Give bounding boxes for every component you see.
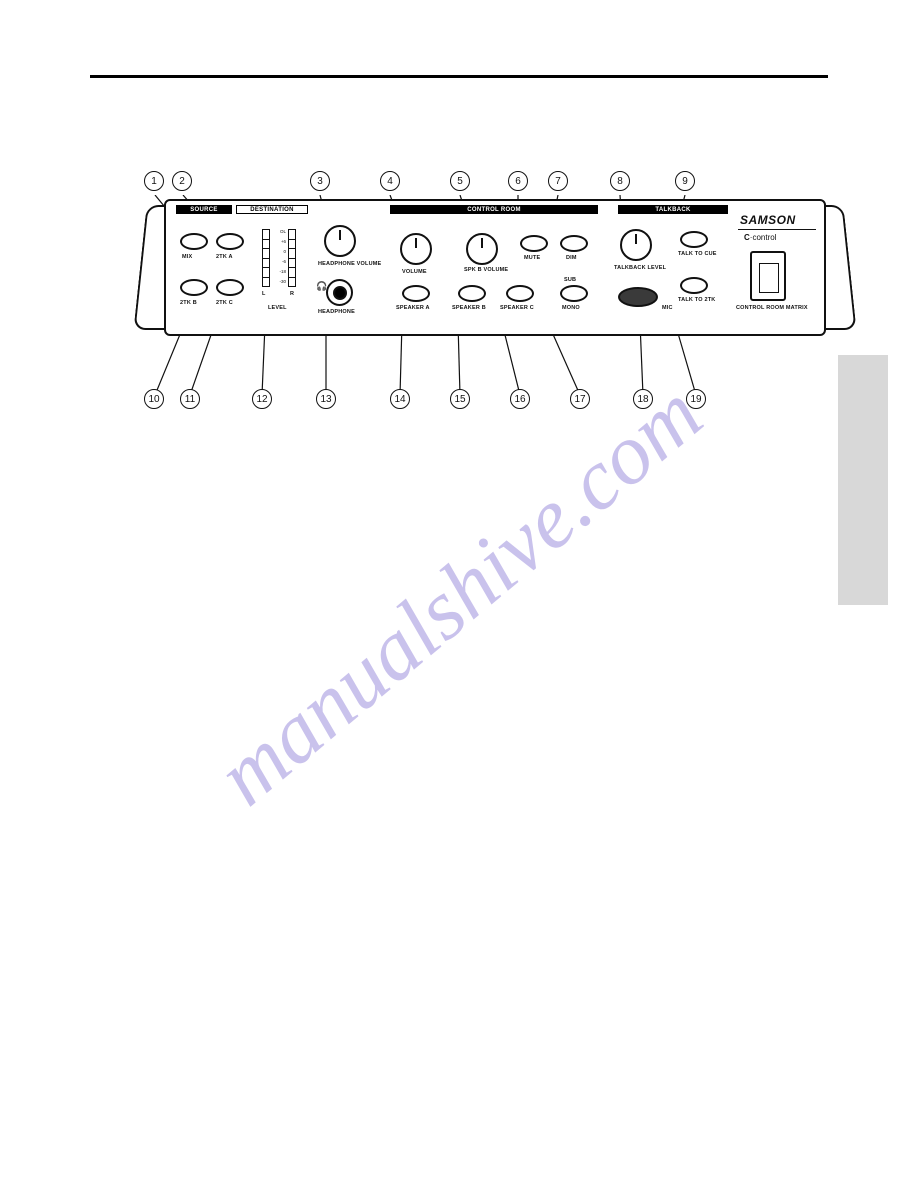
spk-b-volume-label: SPK B VOLUME (464, 267, 504, 274)
meter-r: R (290, 291, 294, 297)
speaker-a-label: SPEAKER A (396, 305, 430, 311)
mono-label: MONO (562, 305, 580, 311)
callout-7: 7 (548, 171, 568, 191)
page-side-tab (838, 355, 888, 605)
dim-button[interactable] (560, 235, 588, 252)
talkback-level-knob[interactable] (620, 229, 652, 261)
front-panel: SOURCE DESTINATION CONTROL ROOM TALKBACK… (170, 205, 820, 329)
callout-1: 1 (144, 171, 164, 191)
callout-11: 11 (180, 389, 200, 409)
callout-3: 3 (310, 171, 330, 191)
2tkb-button[interactable] (180, 279, 208, 296)
speaker-a-button[interactable] (402, 285, 430, 302)
callout-6: 6 (508, 171, 528, 191)
section-destination: DESTINATION (236, 205, 308, 214)
model-label: C·control (744, 233, 776, 242)
section-control-room: CONTROL ROOM (390, 205, 598, 214)
headphone-volume-knob[interactable] (324, 225, 356, 257)
device-panel: 1 2 3 4 5 6 7 8 9 10 11 12 13 14 15 16 1… (140, 195, 850, 340)
2tkc-button[interactable] (216, 279, 244, 296)
callout-19: 19 (686, 389, 706, 409)
mute-button[interactable] (520, 235, 548, 252)
speaker-b-button[interactable] (458, 285, 486, 302)
speaker-c-label: SPEAKER C (500, 305, 534, 311)
mix-button[interactable] (180, 233, 208, 250)
brand-label: SAMSON (740, 213, 796, 227)
2tka-button[interactable] (216, 233, 244, 250)
headphone-volume-label: HEADPHONE VOLUME (318, 261, 364, 268)
callout-17: 17 (570, 389, 590, 409)
headphone-label: HEADPHONE (318, 309, 355, 315)
talkback-level-label: TALKBACK LEVEL (614, 265, 662, 272)
meter-label: LEVEL (268, 305, 287, 311)
2tkb-label: 2TK B (180, 300, 197, 306)
volume-knob[interactable] (400, 233, 432, 265)
bottom-label: CONTROL ROOM MATRIX (736, 305, 806, 312)
watermark: manualshive.com (197, 363, 721, 825)
callout-8: 8 (610, 171, 630, 191)
meter-scale-ol: OL (272, 229, 286, 234)
talk-to-2tk-label: TALK TO 2TK (678, 297, 715, 303)
callout-9: 9 (675, 171, 695, 191)
callout-14: 14 (390, 389, 410, 409)
meter-scale-m6: -6 (272, 259, 286, 264)
meter-scale-m30: -30 (272, 279, 286, 284)
mute-label: MUTE (524, 255, 540, 261)
callout-5: 5 (450, 171, 470, 191)
speaker-c-button[interactable] (506, 285, 534, 302)
callout-16: 16 (510, 389, 530, 409)
mic-label: MIC (662, 305, 673, 311)
meter-scale-6: +6 (272, 239, 286, 244)
callout-15: 15 (450, 389, 470, 409)
meter-right (288, 229, 296, 287)
callout-4: 4 (380, 171, 400, 191)
talkback-mic (618, 287, 658, 307)
headphone-jack[interactable] (326, 279, 353, 306)
callout-12: 12 (252, 389, 272, 409)
meter-l: L (262, 291, 266, 297)
meter-left (262, 229, 270, 287)
callout-18: 18 (633, 389, 653, 409)
meter-scale-m18: -18 (272, 269, 286, 274)
2tka-label: 2TK A (216, 254, 233, 260)
talk-to-2tk-button[interactable] (680, 277, 708, 294)
section-source: SOURCE (176, 205, 232, 214)
callout-13: 13 (316, 389, 336, 409)
talk-to-cue-button[interactable] (680, 231, 708, 248)
callout-10: 10 (144, 389, 164, 409)
callout-2: 2 (172, 171, 192, 191)
power-switch[interactable] (750, 251, 786, 301)
brand-rule (738, 229, 816, 230)
2tkc-label: 2TK C (216, 300, 233, 306)
section-talkback: TALKBACK (618, 205, 728, 214)
talk-to-cue-label: TALK TO CUE (678, 251, 717, 257)
spk-b-volume-knob[interactable] (466, 233, 498, 265)
mix-label: MIX (182, 254, 192, 260)
volume-label: VOLUME (402, 269, 427, 275)
meter-scale-0: 0 (272, 249, 286, 254)
mono-button[interactable] (560, 285, 588, 302)
speaker-b-label: SPEAKER B (452, 305, 486, 311)
dim-label: DIM (566, 255, 577, 261)
top-rule (90, 75, 828, 78)
sub-label: SUB (564, 277, 576, 283)
